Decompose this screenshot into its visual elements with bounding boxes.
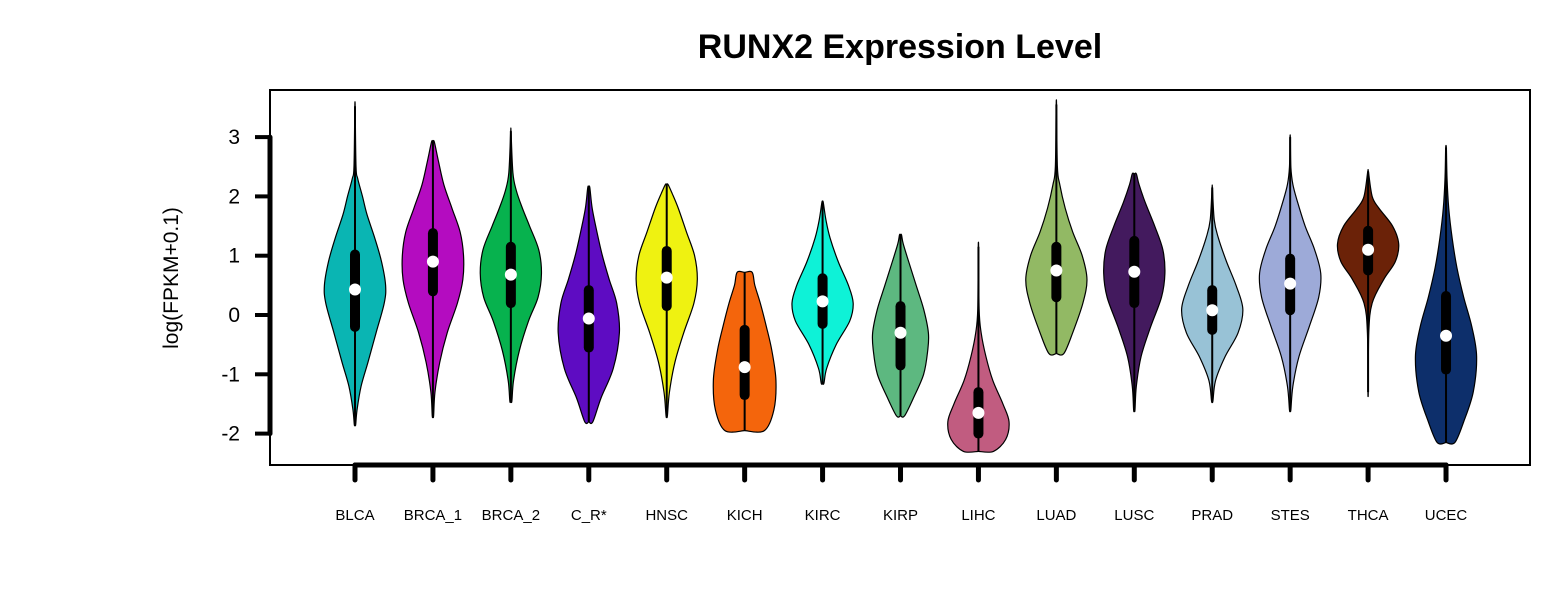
y-axis: -2 -1 0 1 2 3 <box>221 126 273 446</box>
violin-median-point <box>426 255 439 268</box>
x-tick-label: KICH <box>727 507 763 524</box>
x-tick-label: KIRP <box>883 507 918 524</box>
x-tick-label: LUSC <box>1114 507 1154 524</box>
x-tick-label: PRAD <box>1191 507 1233 524</box>
violin-kirc <box>791 200 854 385</box>
violin-blca <box>323 101 387 427</box>
x-tick-label: BRCA_2 <box>482 507 540 524</box>
y-tick-label: 1 <box>228 245 240 268</box>
violin-thca <box>1336 169 1400 398</box>
violin-median-point <box>1284 277 1297 290</box>
violin-kirp <box>871 233 930 418</box>
violin-luad <box>1025 99 1088 356</box>
violin-brca-1 <box>401 139 465 419</box>
y-tick-label: 2 <box>228 185 240 208</box>
violin-median-point <box>349 283 361 296</box>
x-tick-label: LUAD <box>1036 507 1076 524</box>
x-tick-label: LIHC <box>961 507 995 524</box>
violin-median-point <box>1440 329 1453 342</box>
violin-median-point <box>894 326 907 339</box>
violin-lihc <box>947 241 1010 453</box>
x-tick-label: THCA <box>1348 507 1389 524</box>
violin-prad <box>1181 184 1244 404</box>
violin-brca-2 <box>479 127 543 404</box>
violins-layer <box>323 99 1478 453</box>
violin-median-point <box>972 406 985 419</box>
x-tick-label: UCEC <box>1425 507 1468 524</box>
violin-ucec <box>1414 144 1478 445</box>
violin-lusc <box>1103 172 1166 413</box>
y-tick-label: 0 <box>228 304 240 327</box>
violin-median-point <box>1206 304 1219 317</box>
y-axis-label: log(FPKM+0.1) <box>160 207 183 349</box>
violin-stes <box>1258 134 1322 413</box>
violin-median-point <box>1128 265 1141 278</box>
y-tick-label: 3 <box>228 126 240 149</box>
violin-median-point <box>582 312 595 325</box>
y-tick-label: -2 <box>221 423 240 446</box>
violin-hnsc <box>635 183 698 419</box>
x-axis: BLCA BRCA_1 BRCA_2 C_R* HNSC KICH KIRC KIRP LIHC… <box>335 462 1468 524</box>
x-tick-label: HNSC <box>645 507 688 524</box>
violin-median-point <box>1362 243 1375 256</box>
chart-title: RUNX2 Expression Level <box>698 28 1102 66</box>
violin-kich <box>712 270 777 433</box>
x-tick-label: STES <box>1271 507 1310 524</box>
x-tick-label: BRCA_1 <box>404 507 462 524</box>
violin-median-point <box>1050 264 1063 277</box>
violin-median-point <box>504 268 517 281</box>
x-tick-label: BLCA <box>335 507 374 524</box>
violin-median-point <box>738 361 751 374</box>
violin-median-point <box>660 271 673 284</box>
violin-c-r- <box>557 185 621 425</box>
y-tick-label: -1 <box>221 363 240 386</box>
violin-median-point <box>816 295 829 308</box>
x-tick-label: KIRC <box>805 507 841 524</box>
x-tick-label: C_R* <box>571 507 607 524</box>
